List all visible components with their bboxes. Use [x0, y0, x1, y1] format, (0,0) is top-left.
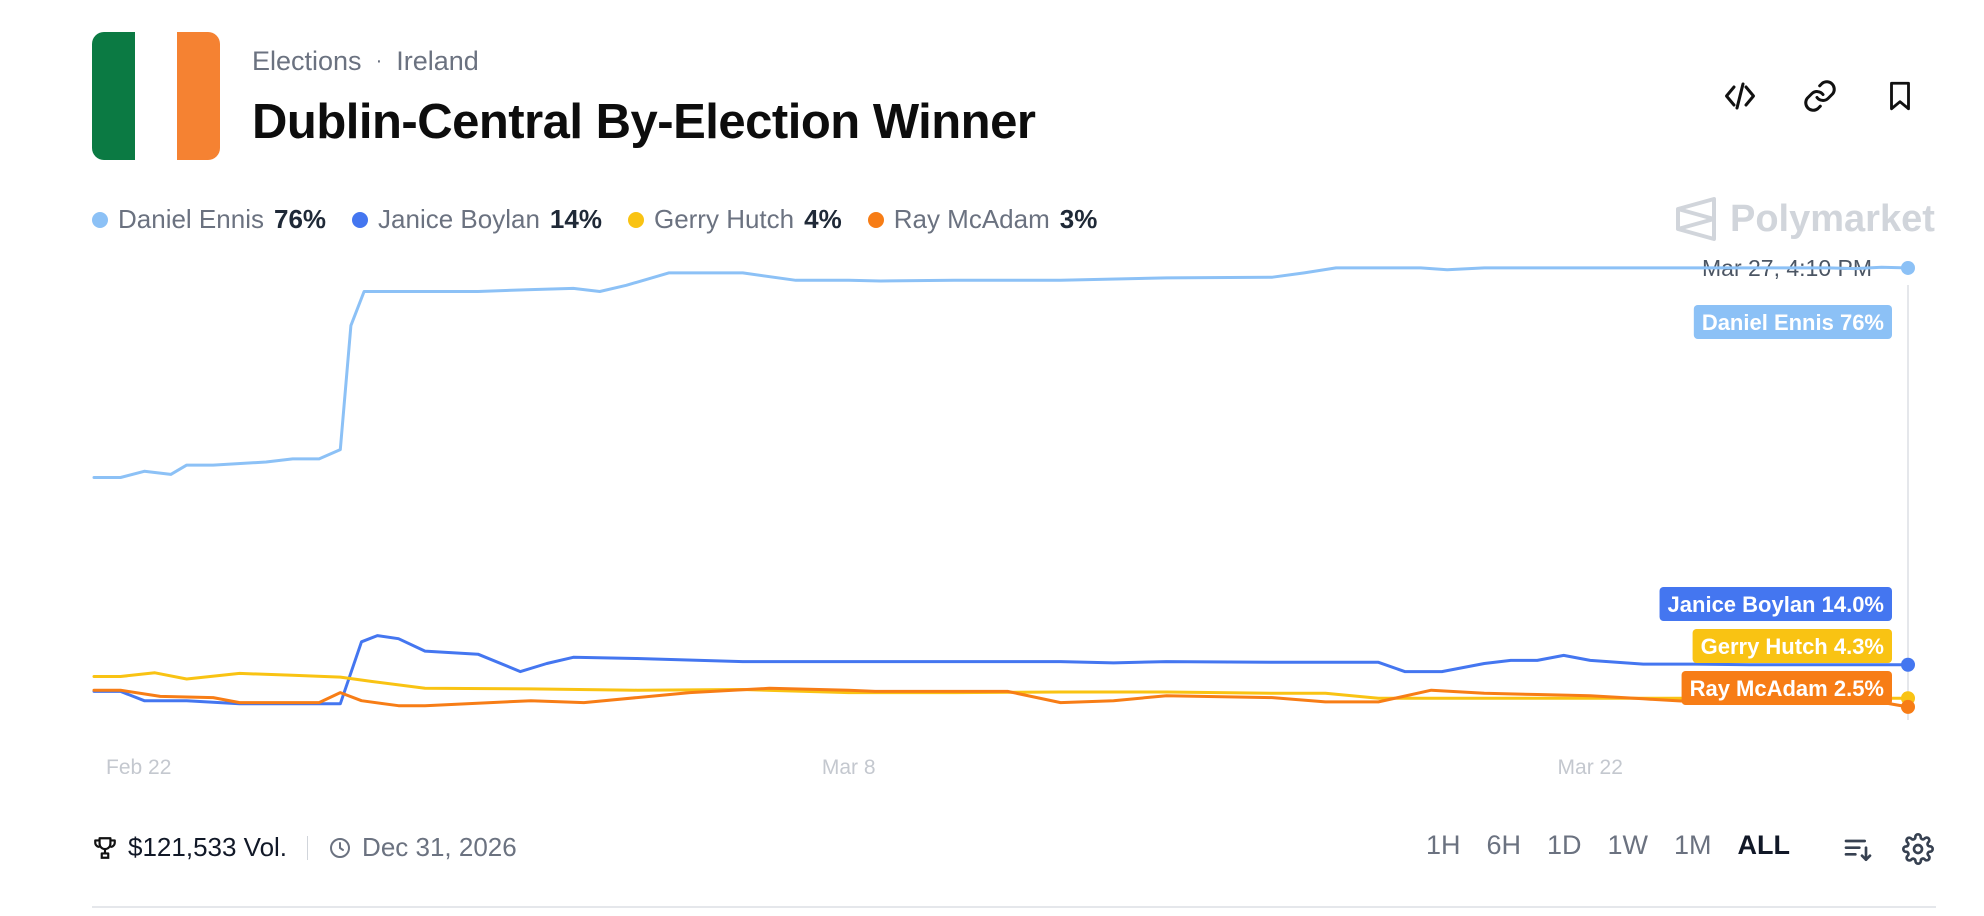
range-all[interactable]: ALL	[1737, 830, 1790, 860]
x-tick-label: Feb 22	[106, 756, 171, 779]
watermark-text: Polymarket	[1730, 197, 1935, 240]
legend-name: Daniel Ennis	[118, 204, 264, 234]
ireland-flag-icon	[92, 32, 220, 160]
legend-percent: 14%	[549, 204, 602, 234]
settings-gear-icon[interactable]	[1898, 829, 1938, 869]
hover-tag-text: Daniel Ennis 76%	[1702, 310, 1884, 335]
hover-tag-bg	[1692, 629, 1892, 663]
legend-percent: 3%	[1059, 204, 1098, 234]
x-tick-label: Mar 8	[822, 756, 876, 779]
endpoint-dot-daniel-ennis	[1901, 260, 1915, 275]
hover-tag-ray-mcadam: Ray McAdam 2.5%	[1681, 671, 1892, 705]
hover-tag-bg	[1659, 587, 1892, 621]
x-tick-label: Mar 22	[1558, 756, 1623, 779]
page-title: Dublin-Central By-Election Winner	[252, 95, 1036, 149]
series-line-ray-mcadam	[92, 686, 1910, 709]
polymarket-watermark: Polymarket	[1674, 196, 1935, 242]
trophy-icon	[94, 836, 116, 859]
legend-item-gerry-hutch[interactable]: Gerry Hutch 4%	[627, 204, 842, 235]
hover-tag-janice-boylan: Janice Boylan 14.0%	[1659, 587, 1892, 621]
bottom-divider	[92, 906, 1936, 908]
volume-text: $121,533 Vol.	[128, 832, 288, 862]
sort-lines-icon[interactable]	[1838, 829, 1878, 869]
hover-tag-gerry-hutch: Gerry Hutch 4.3%	[1692, 629, 1892, 663]
breadcrumb-category[interactable]: Elections	[252, 46, 362, 76]
series-line-gerry-hutch	[92, 671, 1910, 700]
range-1w[interactable]: 1W	[1607, 830, 1649, 860]
legend-dot	[867, 211, 884, 228]
end-date: Dec 31, 2026	[328, 832, 517, 863]
endpoint-dot-janice-boylan	[1901, 657, 1915, 672]
legend-percent: 76%	[273, 204, 327, 234]
hover-tags: Daniel Ennis 76% Janice Boylan 14.0% Gerry…	[1659, 305, 1892, 705]
market-meta: $121,533 Vol. Dec 31, 2026	[92, 832, 517, 863]
hover-tag-bg	[1681, 671, 1892, 705]
hover-tag-text: Ray McAdam 2.5%	[1690, 676, 1884, 701]
legend-item-ray-mcadam[interactable]: Ray McAdam 3%	[867, 204, 1098, 235]
series-layer	[92, 265, 1910, 709]
legend-dot	[627, 211, 644, 228]
clock-icon	[330, 837, 351, 858]
polymarket-logo-icon	[1676, 197, 1716, 241]
legend-name: Ray McAdam	[893, 204, 1050, 234]
breadcrumb: Elections · Ireland	[252, 46, 479, 77]
hover-tag-daniel-ennis: Daniel Ennis 76%	[1693, 305, 1892, 339]
range-1h[interactable]: 1H	[1425, 830, 1461, 860]
legend-name: Gerry Hutch	[653, 204, 795, 234]
breadcrumb-separator: ·	[375, 50, 383, 72]
bookmark-icon[interactable]	[1878, 74, 1922, 118]
series-line-daniel-ennis	[92, 265, 1910, 479]
hover-tag-text: Janice Boylan 14.0%	[1668, 592, 1884, 617]
price-chart[interactable]: Feb 22 Mar 8 Mar 22 Daniel Ennis 76% Janice…	[0, 0, 1984, 800]
end-date-text: Dec 31, 2026	[362, 832, 517, 862]
range-1m[interactable]: 1M	[1674, 830, 1712, 860]
hover-tag-bg	[1693, 305, 1892, 339]
divider	[307, 835, 309, 860]
legend-percent: 4%	[804, 204, 842, 234]
range-1d[interactable]: 1D	[1546, 830, 1582, 860]
link-icon[interactable]	[1798, 74, 1842, 118]
legend-name: Janice Boylan	[378, 204, 540, 234]
time-range-selector: 1H 6H 1D 1W 1M ALL	[1426, 830, 1790, 861]
embed-code-icon[interactable]	[1718, 74, 1762, 118]
range-6h[interactable]: 6H	[1486, 830, 1521, 860]
breadcrumb-region[interactable]: Ireland	[396, 46, 479, 76]
legend-dot	[92, 211, 108, 228]
legend-dot	[352, 211, 369, 228]
legend-item-janice-boylan[interactable]: Janice Boylan 14%	[352, 204, 602, 235]
x-axis: Feb 22 Mar 8 Mar 22	[106, 756, 1623, 779]
hover-dots	[1901, 260, 1915, 714]
volume: $121,533 Vol.	[92, 832, 287, 863]
chart-legend: Daniel Ennis 76% Janice Boylan 14% Gerry…	[92, 204, 1097, 235]
legend-item-daniel-ennis[interactable]: Daniel Ennis 76%	[92, 204, 326, 235]
hover-tag-text: Gerry Hutch 4.3%	[1701, 634, 1884, 659]
endpoint-dot-ray-mcadam	[1901, 699, 1915, 714]
